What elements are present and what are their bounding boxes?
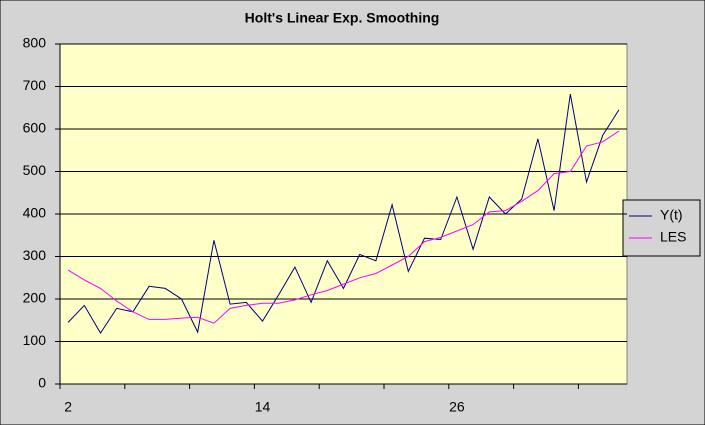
legend — [622, 199, 701, 257]
y-tick-label: 100 — [23, 332, 47, 348]
y-tick-label: 400 — [23, 205, 47, 221]
x-tick-label: 26 — [449, 399, 465, 415]
x-tick-label: 2 — [64, 399, 72, 415]
y-tick-label: 0 — [38, 375, 46, 391]
y-tick-label: 700 — [23, 77, 47, 93]
legend-label: Y(t) — [660, 207, 683, 223]
y-tick-label: 200 — [23, 290, 47, 306]
y-tick-label: 600 — [23, 120, 47, 136]
y-tick-label: 800 — [23, 35, 47, 51]
y-tick-label: 300 — [23, 247, 47, 263]
x-tick-label: 14 — [255, 399, 271, 415]
legend-label: LES — [660, 229, 686, 245]
series-line — [67, 130, 620, 324]
y-tick-label: 500 — [23, 162, 47, 178]
series-line — [67, 94, 620, 334]
chart-title: Holt's Linear Exp. Smoothing — [245, 10, 440, 26]
